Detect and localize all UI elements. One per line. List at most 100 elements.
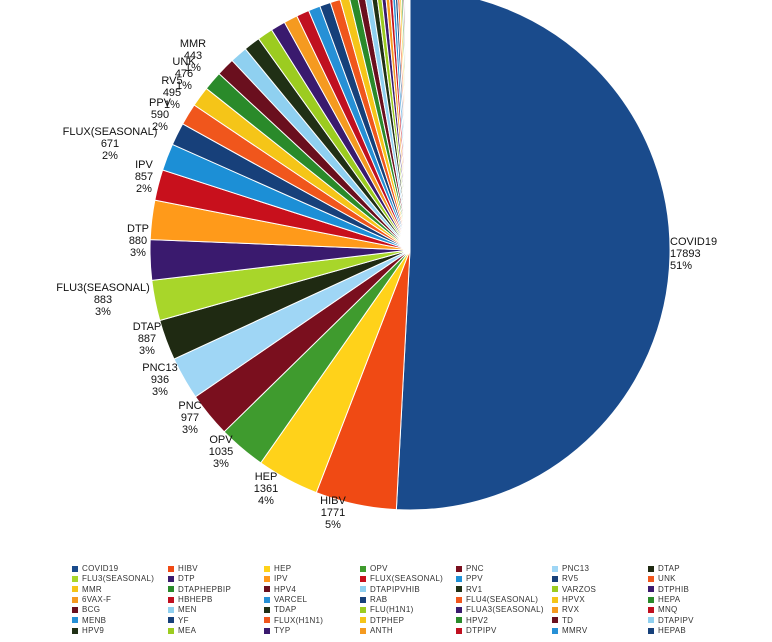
- legend-swatch: [648, 596, 654, 603]
- legend-item: MEA: [168, 626, 196, 635]
- legend-item: MNQ: [648, 605, 678, 614]
- legend-label: TDAP: [274, 605, 297, 615]
- legend-label: HIBV: [178, 564, 198, 573]
- pie-labels: COVID19 17893 51% HIBV 1771 5% HEP 1361 4% OPV 103…: [56, 38, 717, 531]
- legend-swatch: [552, 596, 558, 603]
- legend-label: MEN: [178, 605, 197, 615]
- legend-item: FLUA3(SEASONAL): [456, 605, 544, 614]
- pie-label: OPV 1035 3%: [209, 434, 234, 470]
- pie-chart: COVID19 17893 51% HIBV 1771 5% HEP 1361 4% OPV 103…: [56, 0, 717, 531]
- legend-item: MEN: [168, 605, 197, 614]
- pie-slice-flua3-seasonal-: [381, 0, 411, 251]
- legend-swatch: [360, 565, 366, 572]
- legend-swatch: [264, 586, 270, 593]
- legend-swatch: [552, 565, 558, 572]
- legend-swatch: [456, 607, 462, 614]
- legend-item: DTP: [168, 574, 195, 583]
- legend-item: BCG: [72, 605, 100, 614]
- legend-label: DTP: [178, 574, 195, 584]
- pie-slice-flux-h1n1-: [397, 0, 411, 251]
- legend-item: VARCEL: [264, 595, 307, 604]
- pie-label: HIBV 1771 5%: [320, 495, 346, 531]
- legend-item: 6VAX-F: [72, 595, 111, 604]
- legend-swatch: [360, 586, 366, 593]
- pie-slice-men: [365, 0, 411, 251]
- legend-swatch: [456, 617, 462, 624]
- pie-slice-dtapipv: [404, 0, 411, 251]
- legend-swatch: [168, 596, 174, 603]
- legend-swatch: [552, 627, 558, 634]
- legend-item: HPV9: [72, 626, 104, 635]
- legend-swatch: [456, 627, 462, 634]
- legend-item: DTAPHEPBIP: [168, 585, 231, 594]
- legend-swatch: [360, 627, 366, 634]
- legend-label: DTPHIB: [658, 584, 690, 594]
- legend-label: COVID19: [82, 564, 119, 573]
- legend-item: UNK: [648, 574, 676, 583]
- pie-label: PNC13 936 3%: [142, 362, 177, 398]
- legend-swatch: [264, 617, 270, 624]
- legend-item: IPV: [264, 574, 288, 583]
- legend-swatch: [456, 565, 462, 572]
- legend-swatch: [648, 617, 654, 624]
- pie-slice-hepa: [349, 0, 411, 251]
- legend-swatch: [264, 627, 270, 634]
- pie-slices: [149, 0, 671, 511]
- legend-item: DTAPIPV: [648, 616, 694, 625]
- legend-swatch: [648, 565, 654, 572]
- legend-item: FLU(H1N1): [360, 605, 414, 614]
- pie-slice-flu4-seasonal-: [329, 0, 411, 251]
- legend-label: YF: [178, 615, 189, 625]
- pie-slice-menb: [392, 0, 411, 251]
- pie-slice-flu-h1n1-: [377, 0, 411, 251]
- pie-slice-bcg: [357, 0, 411, 251]
- legend-item: TDAP: [264, 605, 297, 614]
- legend-swatch: [456, 576, 462, 583]
- legend-label: RV1: [466, 584, 483, 594]
- pie-slice-td: [402, 0, 411, 251]
- legend-label: FLUX(SEASONAL): [370, 574, 444, 584]
- legend-item: OPV: [360, 564, 388, 573]
- pie-slice-rvx: [385, 0, 411, 251]
- legend-label: RVX: [562, 605, 580, 615]
- legend-item: DTAPIPVHIB: [360, 585, 420, 594]
- legend-item: RVX: [552, 605, 579, 614]
- legend-label: ANTH: [370, 625, 393, 635]
- legend-label: 6VAX-F: [82, 594, 112, 604]
- legend-swatch: [264, 576, 270, 583]
- legend-label: UNK: [658, 574, 676, 584]
- legend-item: MMRV: [552, 626, 588, 635]
- legend-item: HEPA: [648, 595, 680, 604]
- legend-item: HPV2: [456, 616, 488, 625]
- legend-item: HIBV: [168, 564, 198, 573]
- legend-item: DTPHIB: [648, 585, 689, 594]
- legend-swatch: [168, 617, 174, 624]
- legend-swatch: [72, 627, 78, 634]
- legend-label: VARZOS: [562, 584, 597, 594]
- pie-label: PNC 977 3%: [178, 400, 201, 436]
- legend-item: RV1: [456, 585, 482, 594]
- legend-item: HBHEPB: [168, 595, 213, 604]
- legend-label: TD: [562, 615, 574, 625]
- legend-label: PPV: [466, 574, 483, 584]
- legend-swatch: [168, 627, 174, 634]
- legend-label: MMR: [82, 584, 103, 594]
- pie-slice-tdap: [371, 0, 411, 251]
- legend-item: FLUX(SEASONAL): [360, 574, 443, 583]
- legend-label: FLUX(H1N1): [274, 615, 324, 625]
- legend-item: FLUX(H1N1): [264, 616, 323, 625]
- pie-label: UNK 476 1%: [172, 56, 196, 92]
- pie-slice-hpvx: [339, 0, 411, 251]
- legend-swatch: [360, 576, 366, 583]
- legend-item: PPV: [456, 574, 483, 583]
- legend-swatch: [456, 596, 462, 603]
- legend-label: HEP: [274, 564, 292, 573]
- legend-swatch: [72, 596, 78, 603]
- legend-swatch: [552, 576, 558, 583]
- pie-slice-yf: [395, 0, 411, 251]
- legend-swatch: [648, 576, 654, 583]
- legend-item: MMR: [72, 585, 102, 594]
- legend-label: DTAPIPVHIB: [370, 584, 420, 594]
- legend-item: VARZOS: [552, 585, 596, 594]
- legend-swatch: [264, 565, 270, 572]
